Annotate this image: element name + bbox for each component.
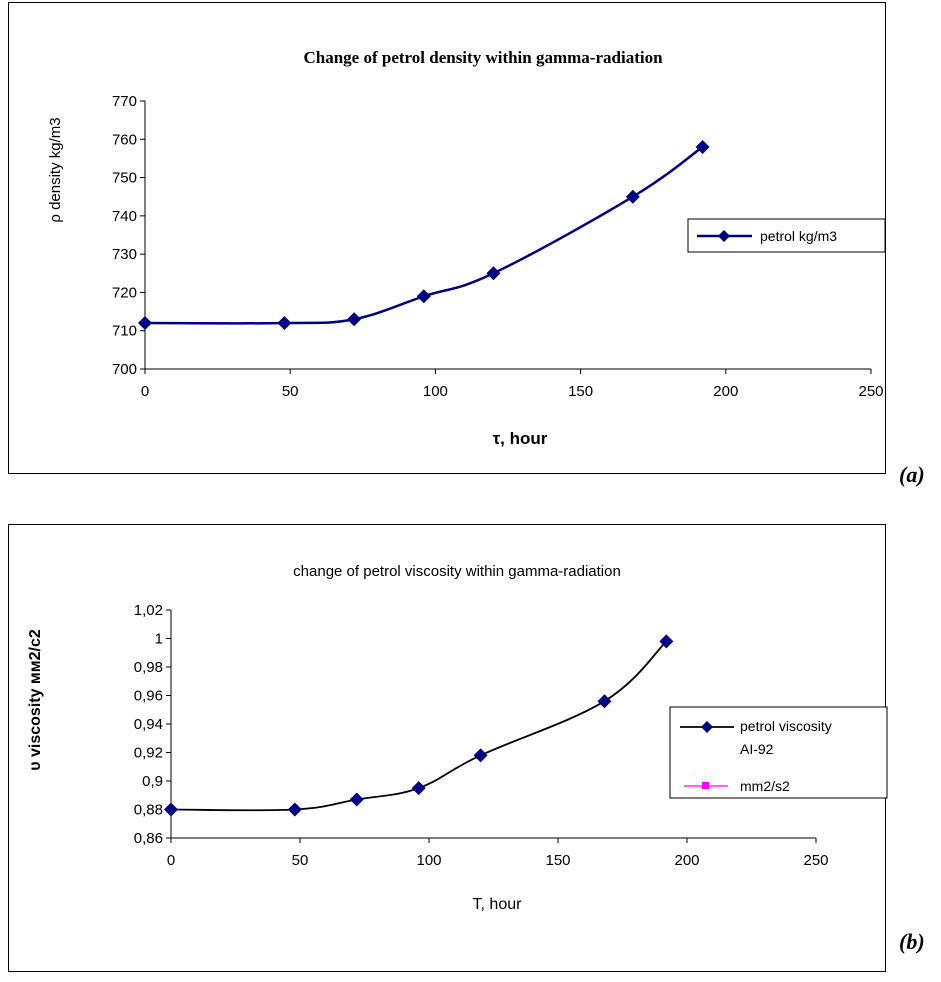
- x-tick-label: 0: [141, 383, 149, 400]
- panel-label-a: (a): [899, 462, 925, 487]
- x-tick-label: 250: [858, 383, 883, 400]
- x-tick-label: 100: [423, 383, 448, 400]
- data-point: [486, 266, 501, 281]
- data-point: [625, 189, 640, 204]
- panel-label-b: (b): [899, 929, 925, 954]
- legend-swatch-marker: [718, 230, 730, 242]
- x-tick-label: 150: [568, 383, 593, 400]
- data-point: [347, 312, 362, 327]
- legend-entry-label: petrol kg/m3: [760, 228, 837, 244]
- y-axis-label: ρ density kg/m3: [47, 117, 64, 222]
- x-axis-label: τ, hour: [493, 429, 548, 448]
- y-tick-label: 730: [112, 246, 137, 263]
- data-point: [277, 316, 292, 331]
- y-tick-label: 740: [112, 208, 137, 225]
- data-point: [138, 316, 152, 331]
- y-tick-label: 760: [112, 131, 137, 148]
- y-tick-label: 750: [112, 170, 137, 187]
- data-point: [416, 289, 431, 304]
- data-point: [695, 139, 710, 154]
- chart-title: Change of petrol density within gamma-ra…: [303, 48, 663, 67]
- y-tick-label: 700: [112, 361, 137, 378]
- y-tick-label: 720: [112, 284, 137, 301]
- x-tick-label: 50: [282, 383, 299, 400]
- y-tick-label: 770: [112, 93, 137, 110]
- y-tick-label: 710: [112, 323, 137, 340]
- x-tick-label: 200: [713, 383, 738, 400]
- legend-box: [687, 218, 886, 253]
